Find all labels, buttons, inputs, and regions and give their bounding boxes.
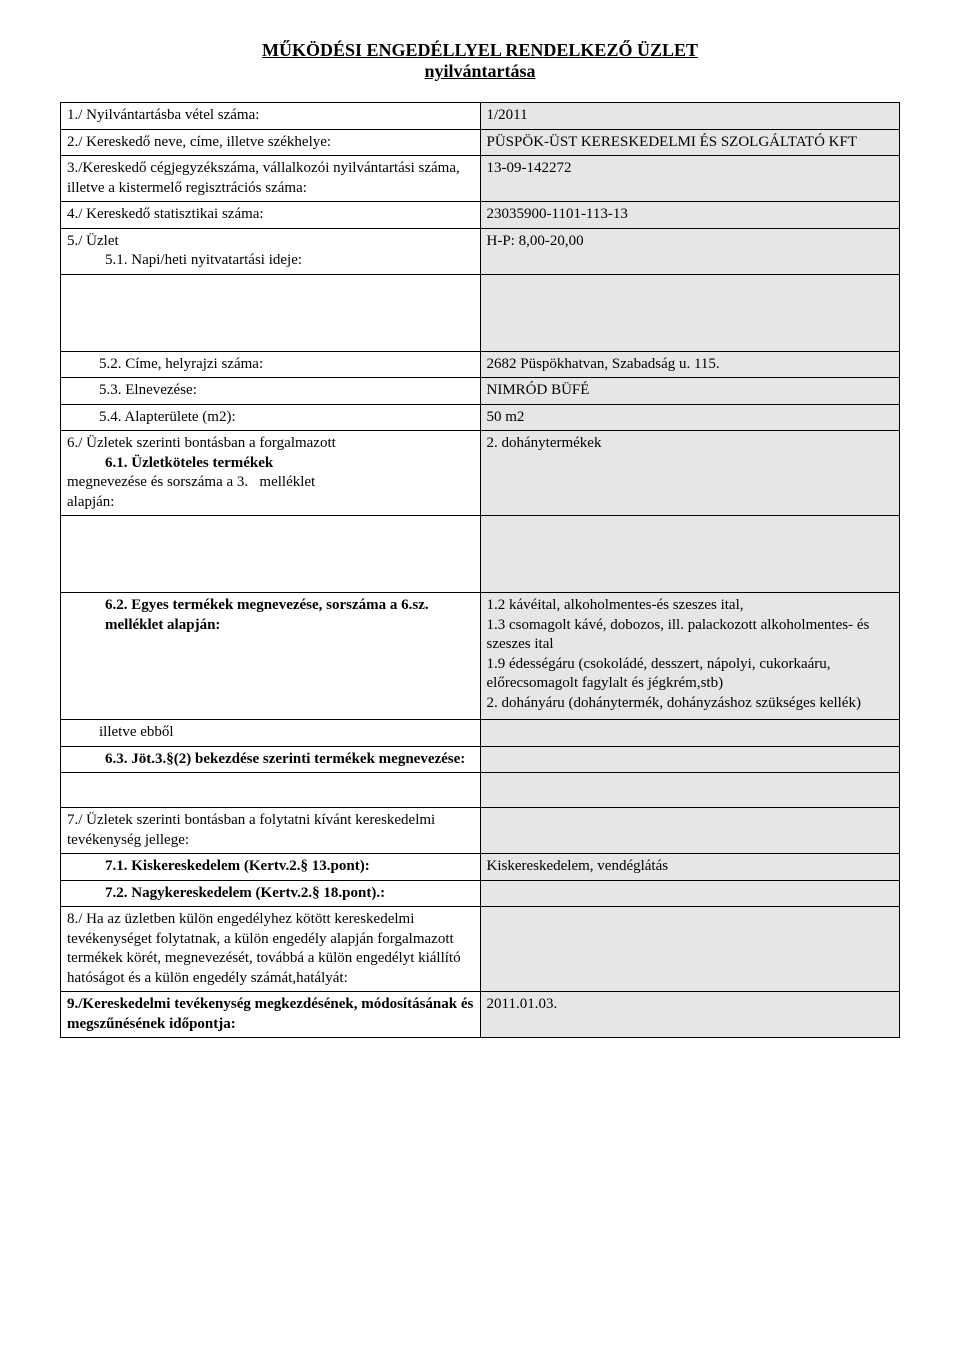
label-5-3: 5.3. Elnevezése: [61,378,481,405]
spacer-left-3 [61,773,481,808]
value-5-2: 2682 Püspökhatvan, Szabadság u. 115. [480,351,900,378]
row-5-4: 5.4. Alapterülete (m2): 50 m2 [61,404,900,431]
label-6-main: 6./ Üzletek szerinti bontásban a forgalm… [67,435,336,451]
label-8: 8./ Ha az üzletben külön engedélyhez köt… [61,907,481,992]
row-6-3a: illetve ebből [61,720,900,747]
document-title: MŰKÖDÉSI ENGEDÉLLYEL RENDELKEZŐ ÜZLET ny… [60,40,900,82]
label-6-2-text: 6.2. Egyes termékek megnevezése, sorszám… [105,597,429,633]
row-5-3: 5.3. Elnevezése: NIMRÓD BÜFÉ [61,378,900,405]
label-7-1-text: 7.1. Kiskereskedelem (Kertv.2.§ 13.pont)… [105,858,370,874]
label-5: 5./ Üzlet 5.1. Napi/heti nyitvatartási i… [61,228,481,274]
label-2: 2./ Kereskedő neve, címe, illetve székhe… [61,129,481,156]
value-6: 2. dohánytermékek [480,431,900,516]
label-6-3-text: 6.3. Jöt.3.§(2) bekezdése szerinti termé… [105,751,465,767]
label-1: 1./ Nyilvántartásba vétel száma: [61,103,481,130]
label-7-2-text: 7.2. Nagykereskedelem (Kertv.2.§ 18.pont… [105,885,385,901]
row-8: 8./ Ha az üzletben külön engedélyhez köt… [61,907,900,992]
value-6-3a [480,720,900,747]
label-5-4: 5.4. Alapterülete (m2): [61,404,481,431]
value-1: 1/2011 [480,103,900,130]
row-5: 5./ Üzlet 5.1. Napi/heti nyitvatartási i… [61,228,900,274]
label-3: 3./Kereskedő cégjegyzékszáma, vállalkozó… [61,156,481,202]
label-4: 4./ Kereskedő statisztikai száma: [61,202,481,229]
value-6-3 [480,746,900,773]
row-1: 1./ Nyilvántartásba vétel száma: 1/2011 [61,103,900,130]
value-3: 13-09-142272 [480,156,900,202]
label-6-1b: megnevezése és sorszáma a 3. melléklet [67,474,315,490]
value-2: PÜSPÖK-ÜST KERESKEDELMI ÉS SZOLGÁLTATÓ K… [480,129,900,156]
row-4: 4./ Kereskedő statisztikai száma: 230359… [61,202,900,229]
row-6: 6./ Üzletek szerinti bontásban a forgalm… [61,431,900,516]
value-6-2: 1.2 kávéital, alkoholmentes-és szeszes i… [480,593,900,720]
label-6: 6./ Üzletek szerinti bontásban a forgalm… [61,431,481,516]
label-6-1c: alapján: [67,494,114,510]
value-5-4: 50 m2 [480,404,900,431]
label-6-1a: 6.1. Üzletköteles termékek [67,454,273,474]
label-9: 9./Kereskedelmi tevékenység megkezdéséne… [61,992,481,1038]
value-7-2 [480,880,900,907]
row-7-1: 7.1. Kiskereskedelem (Kertv.2.§ 13.pont)… [61,854,900,881]
value-8 [480,907,900,992]
label-7-1: 7.1. Kiskereskedelem (Kertv.2.§ 13.pont)… [61,854,481,881]
row-2: 2./ Kereskedő neve, címe, illetve székhe… [61,129,900,156]
value-4: 23035900-1101-113-13 [480,202,900,229]
label-6-3: 6.3. Jöt.3.§(2) bekezdése szerinti termé… [61,746,481,773]
row-5-2: 5.2. Címe, helyrajzi száma: 2682 Püspökh… [61,351,900,378]
spacer-left-1 [61,274,481,351]
label-6-2: 6.2. Egyes termékek megnevezése, sorszám… [61,593,481,720]
value-9: 2011.01.03. [480,992,900,1038]
registry-table: 1./ Nyilvántartásba vétel száma: 1/2011 … [60,102,900,1038]
spacer-right-2 [480,516,900,593]
value-5: H-P: 8,00-20,00 [480,228,900,274]
row-spacer-1 [61,274,900,351]
value-7-1: Kiskereskedelem, vendéglátás [480,854,900,881]
value-7 [480,808,900,854]
row-3: 3./Kereskedő cégjegyzékszáma, vállalkozó… [61,156,900,202]
title-line-2: nyilvántartása [424,61,535,81]
row-spacer-3 [61,773,900,808]
label-7: 7./ Üzletek szerinti bontásban a folytat… [61,808,481,854]
title-line-1: MŰKÖDÉSI ENGEDÉLLYEL RENDELKEZŐ ÜZLET [262,40,698,60]
spacer-right-3 [480,773,900,808]
label-6-3a: illetve ebből [61,720,481,747]
spacer-right-1 [480,274,900,351]
label-5-1: 5.1. Napi/heti nyitvatartási ideje: [67,252,302,268]
row-6-3: 6.3. Jöt.3.§(2) bekezdése szerinti termé… [61,746,900,773]
value-5-3: NIMRÓD BÜFÉ [480,378,900,405]
row-spacer-2 [61,516,900,593]
row-7: 7./ Üzletek szerinti bontásban a folytat… [61,808,900,854]
label-7-2: 7.2. Nagykereskedelem (Kertv.2.§ 18.pont… [61,880,481,907]
row-9: 9./Kereskedelmi tevékenység megkezdéséne… [61,992,900,1038]
row-6-2: 6.2. Egyes termékek megnevezése, sorszám… [61,593,900,720]
row-7-2: 7.2. Nagykereskedelem (Kertv.2.§ 18.pont… [61,880,900,907]
spacer-left-2 [61,516,481,593]
label-5-main: 5./ Üzlet [67,233,119,249]
label-5-2: 5.2. Címe, helyrajzi száma: [61,351,481,378]
